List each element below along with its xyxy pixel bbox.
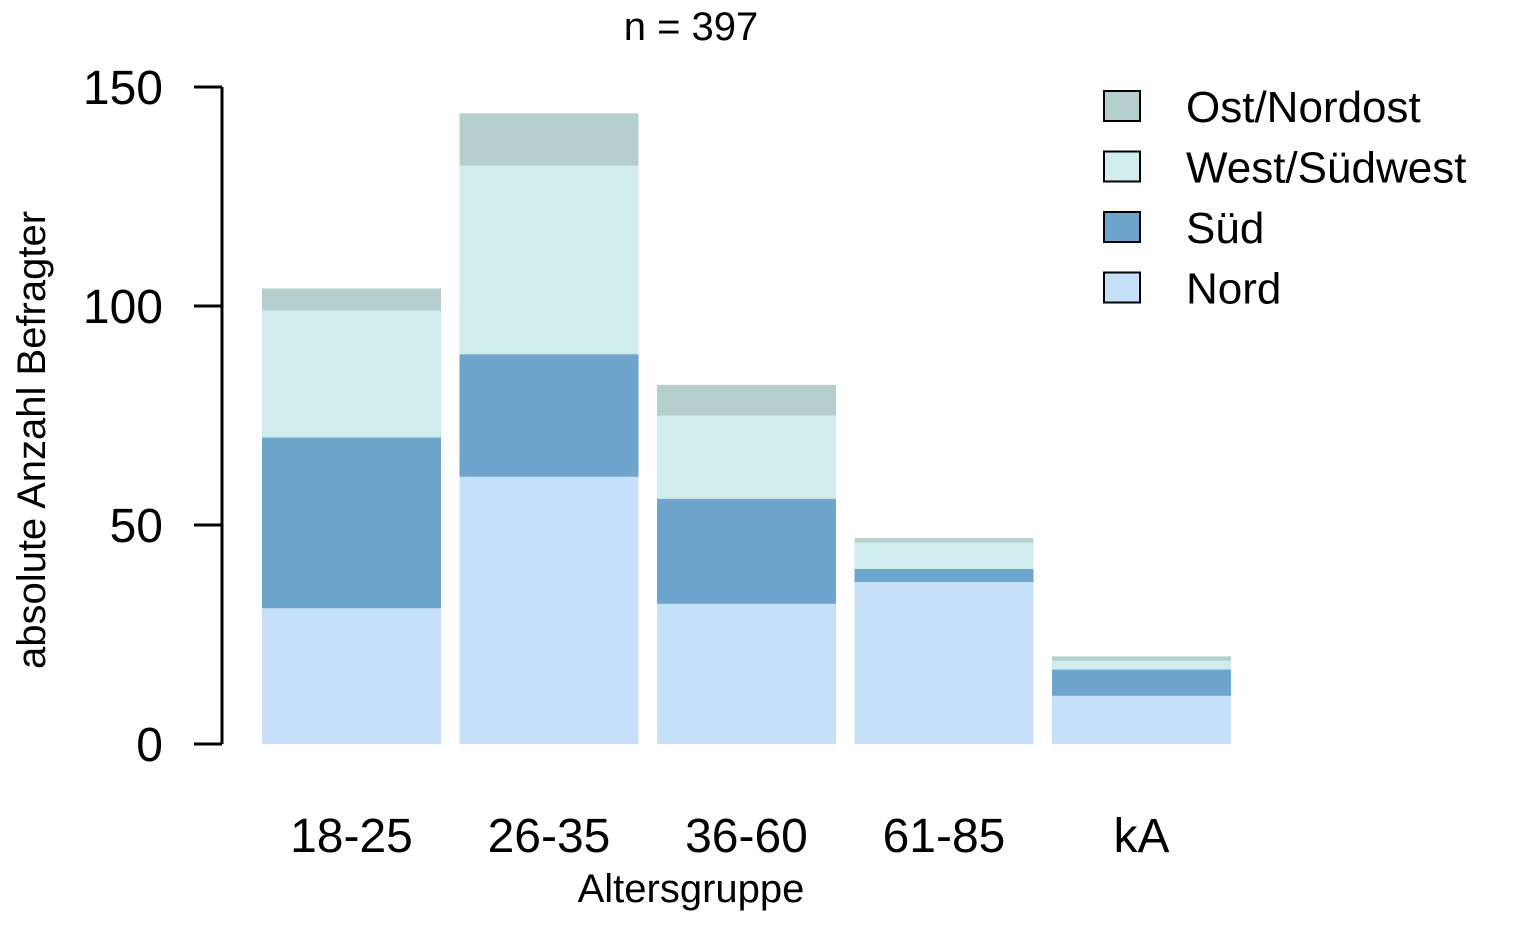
x-tick-label-18-25: 18-25 — [290, 810, 413, 863]
bar-kA-s-d — [1052, 669, 1231, 696]
legend-swatch-ost-nordost — [1103, 90, 1141, 122]
bar-18-25-s-d — [262, 437, 441, 609]
legend-label-s-d: Süd — [1186, 204, 1264, 253]
bar-26-35-ost-nordost — [459, 113, 639, 166]
bar-18-25-west-s-dwest — [262, 310, 441, 438]
bar-18-25-ost-nordost — [262, 288, 441, 311]
bar-36-60-ost-nordost — [657, 384, 836, 416]
legend-swatch-s-d — [1103, 211, 1141, 243]
x-tick-label-kA: kA — [1113, 810, 1169, 863]
x-tick-label-26-35: 26-35 — [488, 810, 611, 863]
y-axis: 0 50 100 150 — [83, 62, 224, 772]
x-tick-labels: 18-25 26-35 36-60 61-85 kA — [290, 810, 1169, 863]
legend-label-ost-nordost: Ost/Nordost — [1186, 83, 1421, 132]
x-tick-label-61-85: 61-85 — [883, 810, 1006, 863]
bar-61-85-west-s-dwest — [854, 542, 1034, 569]
y-tick-label-100: 100 — [83, 281, 163, 334]
bar-kA-west-s-dwest — [1052, 660, 1231, 670]
chart-title: n = 397 — [624, 5, 759, 49]
bar-26-35-nord — [459, 476, 639, 744]
bar-61-85-nord — [854, 581, 1034, 744]
legend-swatch-west-s-dwest — [1103, 150, 1141, 183]
x-tick-label-36-60: 36-60 — [685, 810, 808, 863]
y-tick-label-150: 150 — [83, 62, 163, 115]
x-axis-title: Altersgruppe — [578, 867, 805, 911]
y-tick-label-0: 0 — [136, 719, 163, 772]
bar-26-35-s-d — [459, 354, 639, 477]
bar-61-85-ost-nordost — [854, 538, 1034, 543]
bar-61-85-s-d — [854, 568, 1034, 582]
legend-label-west-s-dwest: West/Südwest — [1186, 144, 1466, 193]
bar-26-35-west-s-dwest — [459, 165, 639, 355]
y-axis-title: absolute Anzahl Befragter — [10, 211, 54, 669]
bar-18-25-nord — [262, 608, 441, 744]
legend: Ost/Nordost West/Südwest Süd Nord — [1103, 83, 1466, 314]
bar-36-60-s-d — [657, 498, 836, 604]
bar-kA-nord — [1052, 695, 1231, 744]
legend-label-nord: Nord — [1186, 265, 1281, 314]
legend-swatch-nord — [1103, 271, 1141, 304]
bar-kA-ost-nordost — [1052, 656, 1231, 661]
bar-36-60-west-s-dwest — [657, 415, 836, 499]
bar-36-60-nord — [657, 603, 836, 744]
bars-layer — [262, 113, 1231, 744]
y-tick-label-50: 50 — [110, 500, 163, 553]
